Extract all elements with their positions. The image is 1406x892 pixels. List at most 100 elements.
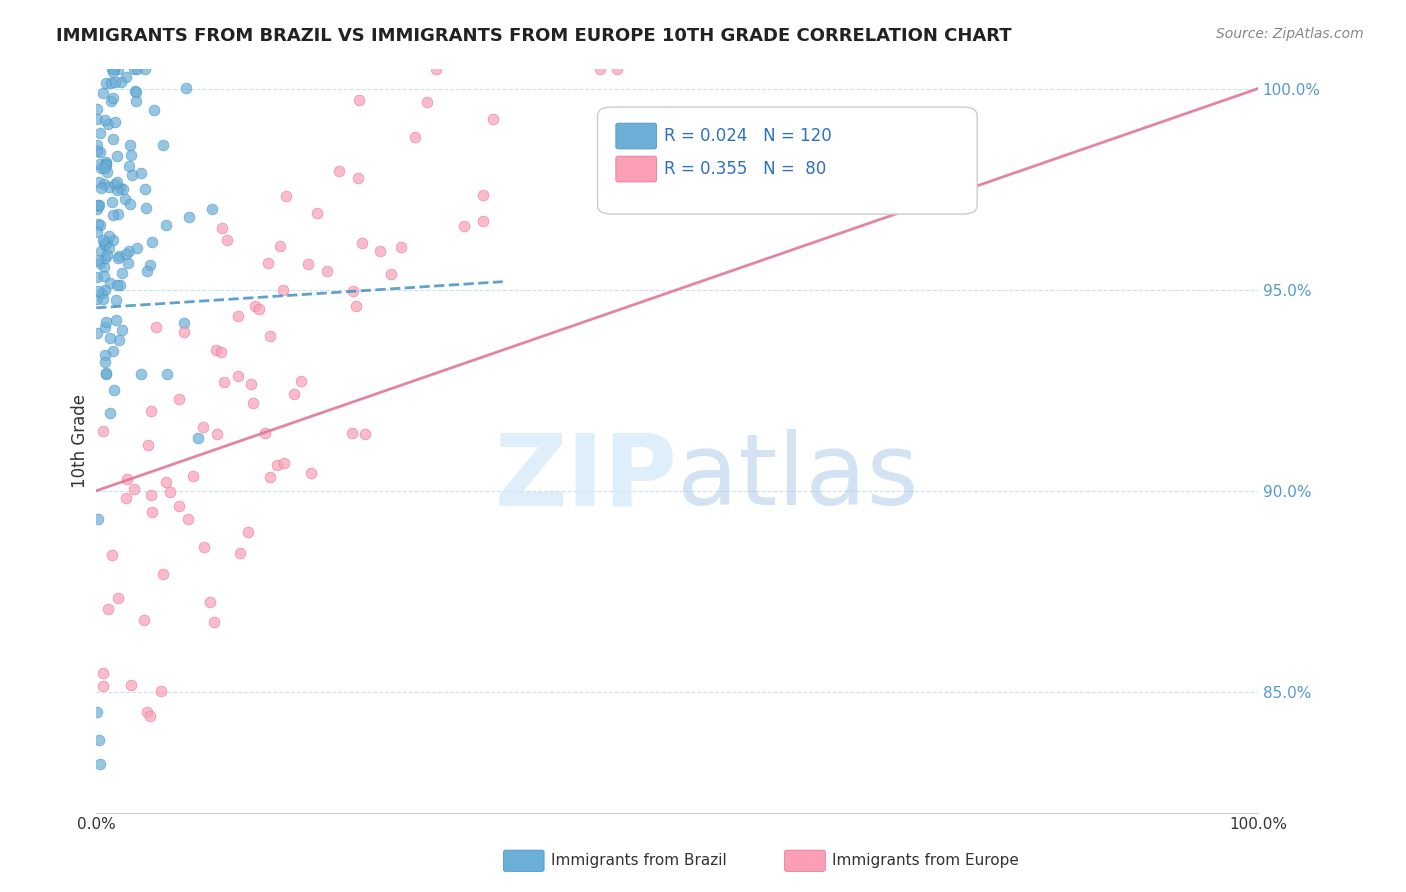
Point xyxy=(111,266,134,280)
Point xyxy=(125,86,148,100)
Point xyxy=(253,426,276,441)
Point xyxy=(89,757,111,772)
Point xyxy=(86,326,108,340)
Point xyxy=(98,276,121,290)
Point xyxy=(118,159,141,173)
Point xyxy=(212,375,235,389)
Point xyxy=(118,244,141,258)
Point xyxy=(86,292,108,306)
Point xyxy=(105,277,128,292)
Point xyxy=(87,733,110,747)
Point xyxy=(136,438,159,452)
Point xyxy=(105,175,128,189)
Point xyxy=(86,112,108,126)
Point xyxy=(89,127,111,141)
Point xyxy=(104,115,127,129)
Point xyxy=(98,406,121,420)
Point xyxy=(173,325,195,339)
Point xyxy=(96,367,118,381)
Point xyxy=(86,270,108,285)
Point xyxy=(87,253,110,268)
Point xyxy=(121,168,143,182)
Point xyxy=(132,613,155,627)
Point xyxy=(87,175,110,189)
Point xyxy=(141,505,163,519)
Point xyxy=(416,95,439,109)
Point xyxy=(290,374,312,388)
Point xyxy=(342,426,364,441)
Point xyxy=(471,214,494,228)
Point xyxy=(107,207,129,221)
Point xyxy=(193,420,215,434)
Y-axis label: 10th Grade: 10th Grade xyxy=(72,393,89,488)
Point xyxy=(108,180,131,194)
Point xyxy=(91,666,114,681)
Point xyxy=(107,591,129,606)
Point xyxy=(167,500,190,514)
Point xyxy=(98,241,121,255)
Point xyxy=(93,177,115,191)
Point xyxy=(86,202,108,216)
Point xyxy=(105,183,128,197)
Point xyxy=(93,238,115,252)
Point xyxy=(104,75,127,89)
Point xyxy=(159,484,181,499)
Point xyxy=(117,256,139,270)
Text: R = 0.355   N =  80: R = 0.355 N = 80 xyxy=(664,161,825,178)
Point xyxy=(96,235,118,249)
Point xyxy=(307,206,329,220)
Point xyxy=(103,383,125,397)
Point xyxy=(134,62,156,76)
Point xyxy=(100,76,122,90)
Point xyxy=(94,156,117,170)
Text: ZIP: ZIP xyxy=(494,429,678,526)
Point xyxy=(101,132,124,146)
Point xyxy=(86,225,108,239)
Point xyxy=(131,165,153,179)
Point xyxy=(114,193,136,207)
Point xyxy=(389,240,412,254)
Point xyxy=(352,235,374,250)
Point xyxy=(156,367,179,381)
Point xyxy=(118,197,141,211)
Point xyxy=(87,285,110,299)
Point xyxy=(243,299,266,313)
Point xyxy=(239,377,262,392)
Point xyxy=(177,512,200,526)
Point xyxy=(342,284,364,298)
Point xyxy=(193,541,215,555)
Point xyxy=(97,117,120,131)
Point xyxy=(101,91,124,105)
Point xyxy=(472,187,495,202)
Point xyxy=(91,292,114,306)
Point xyxy=(105,149,128,163)
Point xyxy=(100,548,122,562)
Point xyxy=(211,220,233,235)
Point xyxy=(124,84,146,98)
Point xyxy=(110,75,132,89)
Point xyxy=(226,309,249,323)
Point xyxy=(94,283,117,297)
Point xyxy=(90,180,112,194)
Point xyxy=(108,249,131,263)
Point xyxy=(103,208,125,222)
Point xyxy=(259,328,281,343)
Point xyxy=(200,595,222,609)
Point xyxy=(91,86,114,100)
Point xyxy=(114,491,136,505)
Point xyxy=(103,62,125,76)
Point xyxy=(94,158,117,172)
Point xyxy=(93,260,115,275)
Point xyxy=(328,163,350,178)
Point xyxy=(120,137,142,152)
Point xyxy=(87,197,110,211)
Point xyxy=(125,241,148,255)
Point xyxy=(202,615,225,629)
Point xyxy=(97,229,120,244)
Point xyxy=(87,199,110,213)
Point xyxy=(257,256,280,270)
Point xyxy=(107,334,129,348)
Point xyxy=(86,705,108,719)
Point xyxy=(283,387,305,401)
Point xyxy=(276,189,298,203)
